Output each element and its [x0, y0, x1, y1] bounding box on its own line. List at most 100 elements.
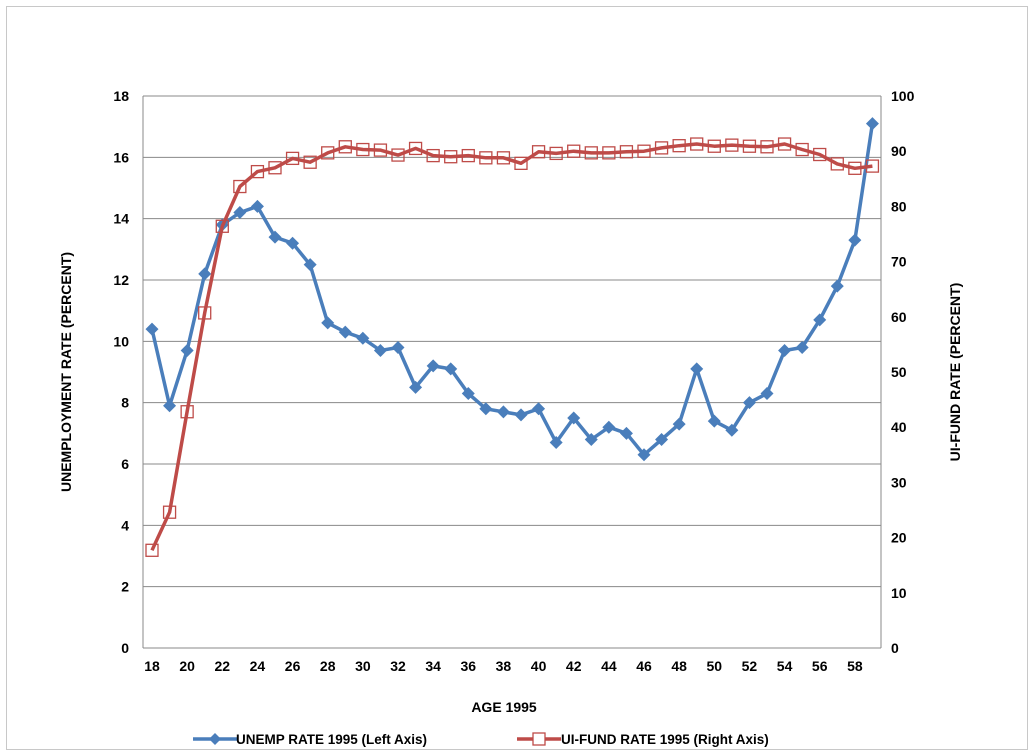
point-1-23 [549, 146, 563, 161]
point-0-25 [584, 432, 598, 446]
legend-item-unemp: UNEMP RATE 1995 (Left Axis) [193, 732, 427, 747]
x-tick-label-7: 32 [390, 658, 406, 674]
right-tick-label-2: 20 [891, 530, 907, 546]
point-0-1 [163, 399, 177, 413]
point-1-38 [813, 147, 827, 162]
point-0-28 [637, 448, 651, 462]
point-1-26 [602, 146, 616, 160]
left-tick-label-3: 6 [121, 456, 129, 472]
axes [142, 96, 882, 649]
point-1-13 [373, 143, 388, 157]
point-1-8 [285, 151, 300, 166]
point-0-34 [742, 396, 756, 410]
point-0-40 [848, 233, 862, 247]
x-tick-label-12: 42 [566, 658, 582, 674]
point-0-15 [409, 380, 423, 394]
series-1 [145, 137, 880, 557]
point-0-24 [567, 411, 581, 425]
point-1-16 [426, 148, 440, 163]
left-tick-label-5: 10 [113, 333, 129, 349]
series-line-1 [150, 142, 873, 552]
point-1-34 [742, 139, 757, 153]
point-1-35 [760, 140, 774, 154]
point-0-14 [391, 340, 405, 354]
x-tick-label-17: 52 [742, 658, 758, 674]
point-1-18 [461, 148, 475, 163]
point-1-15 [408, 141, 423, 156]
point-1-0 [145, 543, 159, 557]
right-tick-label-10: 100 [891, 88, 915, 104]
left-tick-label-8: 16 [113, 149, 129, 165]
point-1-4 [215, 219, 229, 233]
x-tick-label-3: 24 [250, 658, 266, 674]
point-1-20 [496, 151, 511, 165]
point-0-36 [778, 344, 792, 358]
right-tick-label-5: 50 [891, 364, 907, 380]
right-axis-label: UI-FUND RATE (PERCENT) [947, 283, 963, 462]
x-tick-label-11: 40 [531, 658, 547, 674]
point-0-41 [865, 117, 879, 131]
point-0-10 [321, 316, 335, 330]
point-0-5 [233, 206, 247, 220]
left-tick-label-2: 4 [121, 517, 129, 533]
x-tick-label-18: 54 [777, 658, 793, 674]
point-0-16 [426, 359, 440, 373]
legend-marker-uifund [532, 732, 546, 746]
left-tick-label-6: 12 [113, 272, 129, 288]
point-1-22 [531, 145, 546, 159]
point-0-19 [479, 402, 493, 416]
point-1-36 [777, 137, 792, 151]
point-1-27 [619, 145, 634, 159]
point-0-23 [549, 436, 563, 450]
right-tick-label-4: 40 [891, 419, 907, 435]
point-1-6 [250, 164, 265, 179]
point-1-21 [514, 156, 528, 170]
point-0-18 [461, 386, 475, 400]
point-0-35 [760, 386, 774, 400]
x-tick-label-5: 28 [320, 658, 336, 674]
legend-label-unemp: UNEMP RATE 1995 (Left Axis) [236, 732, 427, 747]
point-0-22 [532, 402, 546, 416]
left-tick-label-1: 2 [121, 579, 129, 595]
right-axis-tick-labels: 0 10 20 30 40 50 60 70 80 90 100 [891, 88, 915, 656]
left-tick-label-9: 18 [113, 88, 129, 104]
legend-item-uifund: UI-FUND RATE 1995 (Right Axis) [517, 732, 769, 747]
point-0-31 [690, 362, 704, 376]
point-0-33 [725, 423, 739, 437]
point-0-37 [795, 340, 809, 354]
x-tick-label-4: 26 [285, 658, 301, 674]
point-0-29 [655, 432, 669, 446]
point-1-25 [584, 146, 598, 160]
point-1-30 [672, 139, 686, 153]
series-0 [145, 117, 879, 462]
point-0-38 [813, 313, 827, 327]
point-0-7 [268, 230, 282, 244]
x-tick-label-20: 58 [847, 658, 863, 674]
point-0-0 [145, 322, 159, 336]
left-axis-label: UNEMPLOYMENT RATE (PERCENT) [58, 252, 74, 492]
point-0-8 [286, 236, 300, 250]
point-1-10 [321, 146, 335, 160]
right-tick-label-8: 80 [891, 198, 907, 214]
left-axis-tick-labels: 0 2 4 6 8 10 12 14 16 18 [113, 88, 129, 656]
point-0-32 [707, 414, 721, 428]
point-1-37 [795, 142, 809, 157]
x-tick-label-9: 36 [460, 658, 476, 674]
point-1-39 [830, 157, 844, 171]
point-0-27 [619, 426, 633, 440]
right-tick-label-9: 90 [891, 143, 907, 159]
point-1-14 [391, 148, 405, 162]
x-axis-label: AGE 1995 [471, 699, 537, 715]
x-tick-label-19: 56 [812, 658, 828, 674]
point-1-33 [725, 138, 739, 152]
chart-frame [6, 6, 1028, 750]
point-0-30 [672, 417, 686, 431]
legend: UNEMP RATE 1995 (Left Axis) UI-FUND RATE… [193, 732, 769, 747]
x-tick-label-10: 38 [496, 658, 512, 674]
legend-label-uifund: UI-FUND RATE 1995 (Right Axis) [561, 732, 769, 747]
legend-marker-unemp [209, 733, 221, 745]
left-tick-label-0: 0 [121, 640, 129, 656]
x-tick-label-13: 44 [601, 658, 617, 674]
point-0-3 [198, 267, 212, 281]
